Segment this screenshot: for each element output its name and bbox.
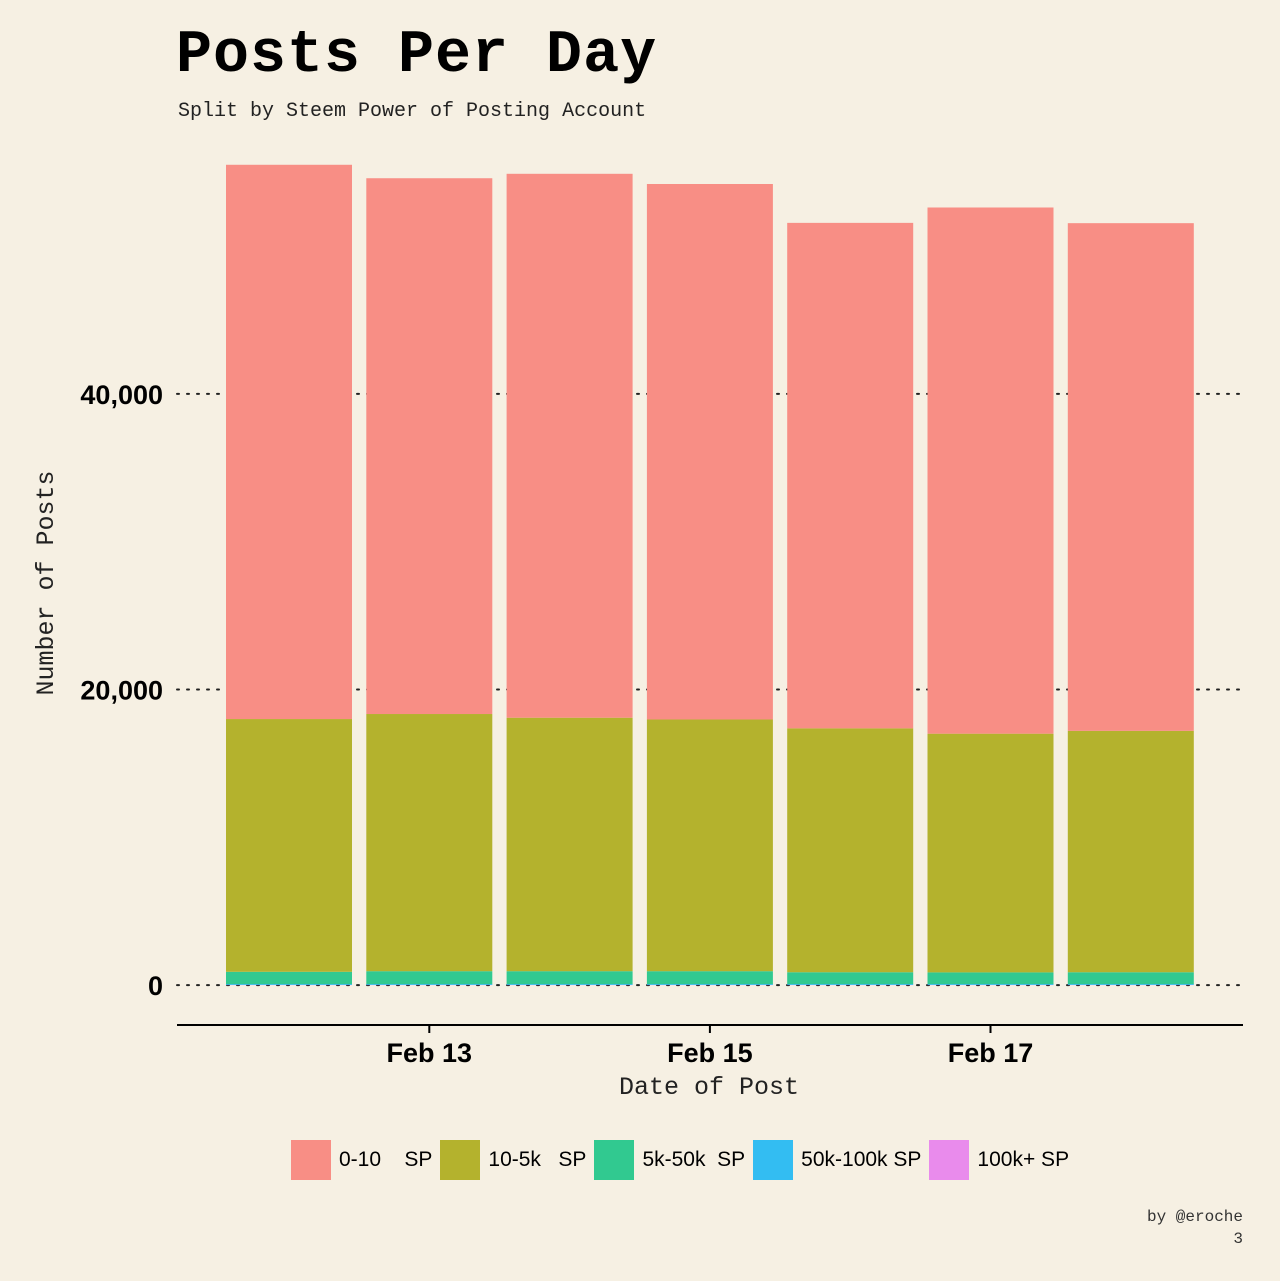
legend: 0-10 SP 10-5k SP 5k-50k SP 50k-100k SP 100k+… bbox=[291, 1140, 1077, 1180]
x-tick-label: Feb 13 bbox=[387, 1038, 473, 1068]
x-tick-label: Feb 17 bbox=[948, 1038, 1034, 1068]
legend-label: 5k-50k SP bbox=[642, 1148, 746, 1171]
bar-segment bbox=[646, 719, 773, 972]
credit-author: by @eroche bbox=[1146, 1208, 1243, 1226]
legend-swatch bbox=[929, 1140, 970, 1180]
legend-item: 0-10 SP bbox=[291, 1140, 432, 1180]
bar-segment bbox=[927, 972, 1054, 985]
bar-segment bbox=[646, 984, 773, 985]
bar-segment bbox=[366, 971, 493, 985]
legend-item: 10-5k SP bbox=[440, 1140, 586, 1180]
bar-segment bbox=[226, 719, 352, 972]
chart-title: Posts Per Day bbox=[176, 22, 658, 90]
legend-item: 5k-50k SP bbox=[594, 1140, 745, 1180]
bar-segment bbox=[226, 164, 352, 720]
legend-label: 10-5k SP bbox=[488, 1148, 587, 1171]
bar-segment bbox=[1067, 984, 1194, 985]
bar-segment bbox=[787, 984, 914, 985]
bar-segment bbox=[787, 222, 914, 729]
bar-segment bbox=[506, 971, 633, 985]
bar-segment bbox=[1067, 972, 1194, 985]
bar-segment bbox=[1067, 223, 1194, 731]
legend-label: 50k-100k SP bbox=[801, 1148, 922, 1171]
bar-segment bbox=[366, 714, 493, 972]
chart-subtitle: Split by Steem Power of Posting Account bbox=[178, 100, 647, 123]
credit: by @eroche 3 bbox=[1147, 1206, 1243, 1250]
legend-label: 100k+ SP bbox=[977, 1148, 1070, 1171]
bar-segment bbox=[646, 971, 773, 985]
bar-segment bbox=[506, 173, 633, 718]
y-axis-label: Number of Posts bbox=[32, 470, 61, 695]
y-tick-label: 40,000 bbox=[80, 380, 163, 410]
bar-segment bbox=[787, 972, 914, 985]
legend-item: 100k+ SP bbox=[929, 1140, 1069, 1180]
y-tick-label: 0 bbox=[148, 971, 163, 1001]
legend-swatch bbox=[753, 1140, 794, 1180]
bar-segment bbox=[226, 971, 352, 985]
bar-segment bbox=[226, 984, 352, 985]
legend-item: 50k-100k SP bbox=[753, 1140, 921, 1180]
bar-segment bbox=[927, 207, 1054, 734]
bar-segment bbox=[927, 984, 1054, 985]
bar-segment bbox=[506, 984, 633, 985]
bar-segment bbox=[646, 183, 773, 720]
legend-swatch bbox=[594, 1140, 635, 1180]
bar-segment bbox=[506, 717, 633, 972]
x-axis-label: Date of Post bbox=[619, 1073, 799, 1102]
y-tick-label: 20,000 bbox=[80, 675, 163, 705]
legend-swatch bbox=[440, 1140, 481, 1180]
legend-label: 0-10 SP bbox=[339, 1148, 433, 1171]
legend-swatch bbox=[291, 1140, 331, 1180]
credit-page-number: 3 bbox=[1233, 1230, 1243, 1248]
bar-segment bbox=[366, 178, 493, 715]
bar-segment bbox=[366, 984, 493, 985]
bar-segment bbox=[1067, 730, 1194, 973]
bar-segment bbox=[927, 733, 1054, 973]
bar-segment bbox=[787, 728, 914, 973]
x-tick-label: Feb 15 bbox=[667, 1038, 753, 1068]
